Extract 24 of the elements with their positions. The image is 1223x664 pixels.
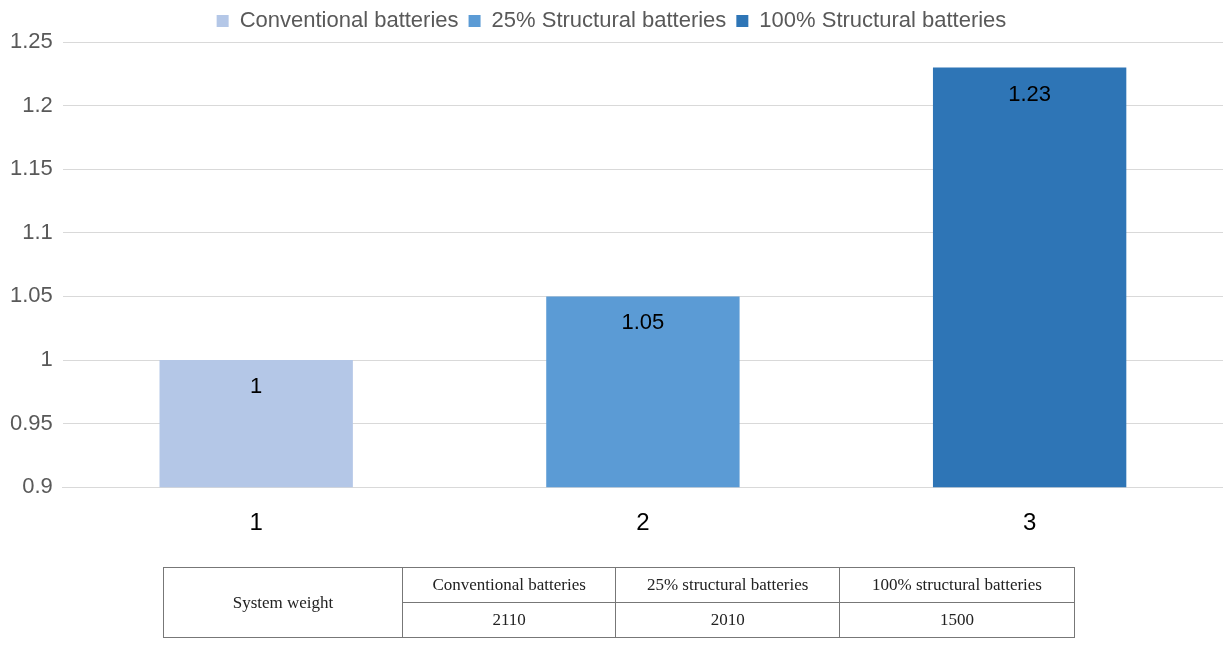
y-tick-label: 1.25 xyxy=(9,28,53,54)
text: 25% structural batteries xyxy=(615,567,840,603)
x-tick-label: 3 xyxy=(1022,508,1037,536)
data-label: 1 xyxy=(250,373,263,399)
y-tick-label: 1.05 xyxy=(9,282,53,308)
x-tick-label: 1 xyxy=(249,508,263,536)
text: 100% structural batteries xyxy=(839,567,1075,603)
y-tick-label: 1.15 xyxy=(9,155,53,181)
y-tick-label: 1.1 xyxy=(22,218,53,244)
legend-label: 25% Structural batteries xyxy=(491,7,727,33)
data-label: 1.05 xyxy=(621,309,665,335)
text: System weight xyxy=(163,567,403,638)
legend-label: 100% Structural batteries xyxy=(759,7,1007,33)
text: 2010 xyxy=(615,602,840,638)
data-label: 1.23 xyxy=(1008,80,1052,106)
y-tick-label: 1.2 xyxy=(22,91,53,117)
text: 1500 xyxy=(839,602,1075,638)
text: Conventional batteries xyxy=(402,567,616,603)
text: 2110 xyxy=(402,602,616,638)
x-tick-label: 2 xyxy=(636,508,650,536)
y-tick-label: 0.9 xyxy=(22,473,53,499)
legend-label: Conventional batteries xyxy=(239,7,459,33)
y-tick-label: 0.95 xyxy=(9,409,53,435)
y-tick-label: 1 xyxy=(40,346,53,372)
